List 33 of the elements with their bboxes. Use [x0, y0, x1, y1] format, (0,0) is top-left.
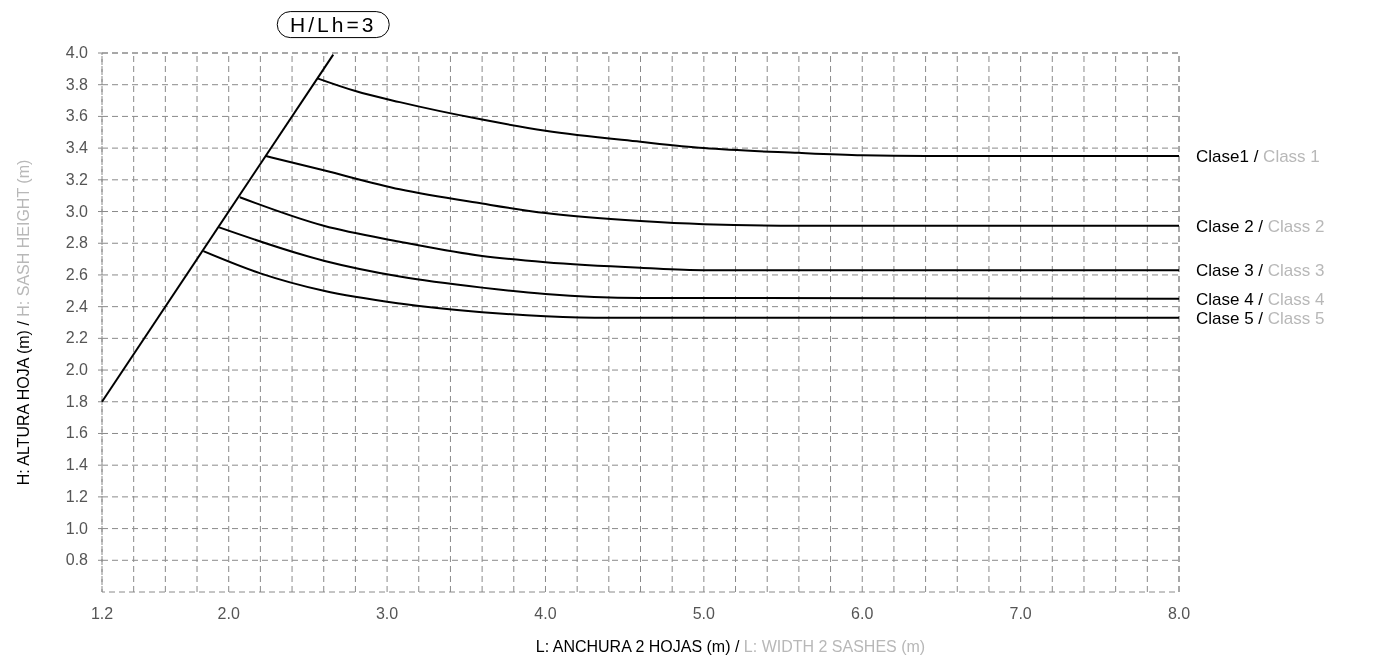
x-tick-label: 2.0 — [217, 605, 240, 622]
y-tick-label: 2.0 — [65, 361, 89, 379]
y-tick-label: 1.4 — [65, 456, 89, 474]
y-tick-label: 4.0 — [65, 44, 89, 61]
y-tick-label: 2.6 — [65, 265, 89, 283]
y-tick-label: 3.0 — [65, 202, 89, 220]
y-tick-label: 0.8 — [65, 551, 89, 569]
y-tick-label: 3.6 — [65, 107, 89, 125]
y-tick-label: 2.2 — [65, 329, 89, 347]
y-tick-label: 1.2 — [65, 487, 89, 505]
series-label: Clase 2 / Class 2 — [1196, 216, 1325, 236]
y-tick-label: 1.6 — [65, 424, 89, 442]
y-tick-label: 2.4 — [65, 297, 89, 315]
y-tick-label: 1.0 — [65, 519, 89, 537]
y-tick-label: 3.8 — [65, 75, 89, 93]
x-tick-label: 3.0 — [375, 605, 399, 622]
x-tick-label: 4.0 — [534, 605, 557, 622]
x-axis-title: L: ANCHURA 2 HOJAS (m) / L: WIDTH 2 SASHES (m) — [535, 638, 926, 655]
series-label: Clase 4 / Class 4 — [1196, 289, 1325, 309]
y-tick-label: 3.2 — [65, 170, 89, 188]
series-label: Clase 5 / Class 5 — [1196, 308, 1325, 328]
series-label: Clase 3 / Class 3 — [1196, 261, 1325, 281]
y-axis-title: H: ALTURA HOJA (m) / H: SASH HEIGHT (m) — [15, 159, 32, 486]
x-tick-label: 1.2 — [90, 605, 114, 622]
y-tick-label: 3.4 — [65, 139, 89, 157]
x-tick-label: 6.0 — [851, 605, 874, 622]
x-tick-label: 7.0 — [1009, 605, 1032, 622]
series-label: Clase1 / Class 1 — [1196, 147, 1320, 167]
y-tick-label: 1.8 — [65, 392, 89, 410]
x-tick-label: 8.0 — [1167, 605, 1191, 622]
y-tick-label: 2.8 — [65, 234, 89, 252]
series-label: H/Lh=3 — [290, 12, 377, 36]
x-tick-label: 5.0 — [692, 605, 716, 622]
